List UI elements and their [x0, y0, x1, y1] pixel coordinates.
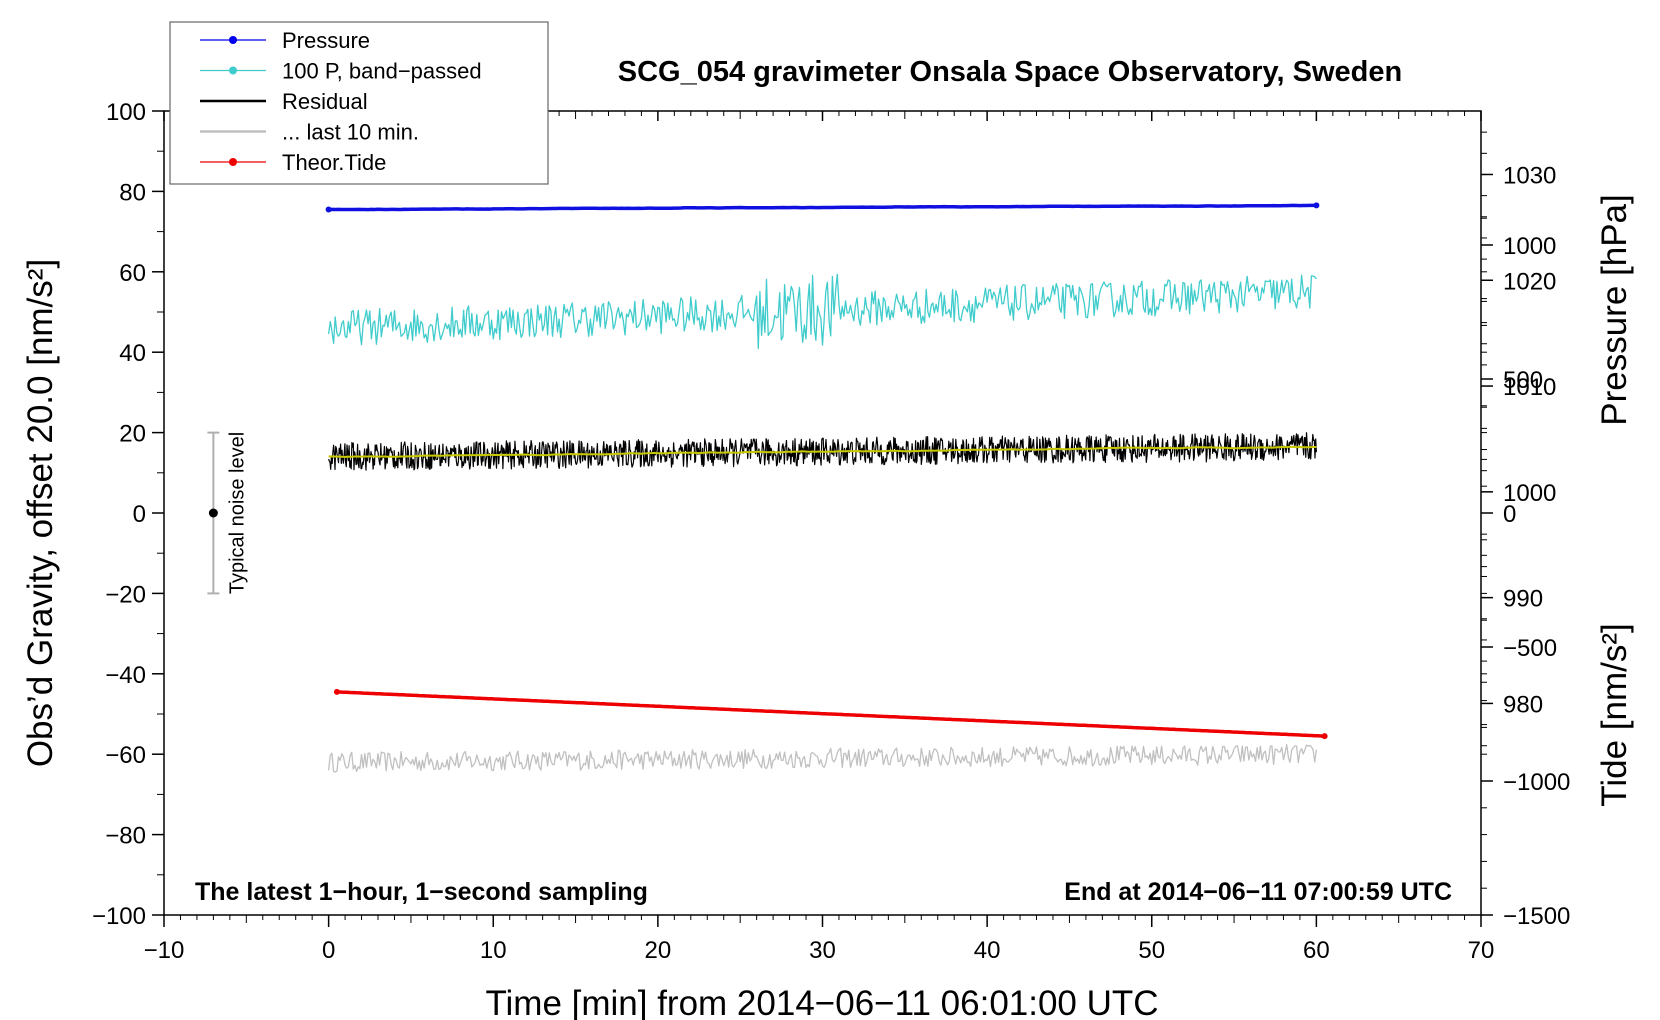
- y-tick-label: 0: [133, 501, 146, 528]
- series-last-10-min-line: [327, 744, 1318, 773]
- legend-label: ... last 10 min.: [282, 120, 419, 145]
- pressure-tick-label: 1030: [1503, 162, 1556, 189]
- y-tick-label: 40: [119, 340, 146, 367]
- pressure-tick-label: 990: [1503, 586, 1543, 613]
- x-axis-label: Time [min] from 2014−06−11 06:01:00 UTC: [485, 984, 1158, 1020]
- tide-tick-label: −1000: [1503, 769, 1570, 796]
- annotation-sampling: The latest 1−hour, 1−second sampling: [195, 878, 648, 906]
- y-tick-label: −40: [105, 662, 146, 689]
- x-tick-label: 60: [1303, 937, 1330, 964]
- pressure-tick-label: 1020: [1503, 268, 1556, 295]
- legend-marker: [229, 158, 237, 166]
- legend-marker: [229, 36, 237, 44]
- y-tick-label: 100: [106, 99, 146, 126]
- y-tick-label: −100: [92, 903, 146, 930]
- legend: Pressure 100 P, band−passed Residual ... la…: [169, 21, 549, 185]
- chart-title: SCG_054 gravimeter Onsala Space Observat…: [618, 56, 1402, 88]
- pressure-tick-label: 1010: [1503, 374, 1556, 401]
- noise-level-indicator: Typical noise level: [207, 431, 248, 595]
- series-end-point: [1313, 202, 1320, 209]
- tide-tick-label: 500: [1503, 367, 1543, 394]
- noise-bar-label: Typical noise level: [226, 432, 248, 594]
- x-tick-label: 0: [322, 937, 335, 964]
- y-axis-label: Obs’d Gravity, offset 20.0 [nm/s²]: [21, 259, 60, 767]
- legend-label: Pressure: [282, 28, 370, 53]
- series-start-point: [325, 206, 332, 213]
- y-tick-label: 80: [119, 179, 146, 206]
- x-tick-label: 70: [1468, 937, 1495, 964]
- x-tick-label: 10: [480, 937, 507, 964]
- tide-tick-label: −1500: [1503, 903, 1570, 930]
- x-tick-label: 30: [809, 937, 836, 964]
- y-tick-label: −60: [105, 742, 146, 769]
- series-end-point: [1321, 733, 1328, 740]
- pressure-axis-label: Pressure [hPa]: [1595, 194, 1634, 426]
- series-pressure-line: [328, 203, 1317, 212]
- y-tick-label: −80: [105, 823, 146, 850]
- axes-layer: −10 0 10 20 30 40 50 60 70−100−80−60−40−20020406…: [92, 99, 1570, 964]
- noise-bar-center-point: [208, 508, 218, 518]
- tide-tick-label: −500: [1503, 635, 1557, 662]
- legend-marker: [229, 66, 237, 75]
- x-tick-label: −10: [144, 937, 185, 964]
- legend-label: 100 P, band−passed: [282, 59, 482, 84]
- x-tick-label: 20: [645, 937, 672, 964]
- series-theor-tide-line: [336, 690, 1325, 738]
- y-tick-label: 60: [119, 260, 146, 287]
- tide-tick-label: 1000: [1503, 233, 1556, 260]
- y-tick-label: −20: [105, 581, 146, 608]
- legend-label: Residual: [282, 89, 368, 114]
- series-100-p-band-passed-line: [327, 273, 1317, 349]
- tide-tick-label: 0: [1503, 501, 1516, 528]
- pressure-tick-label: 1000: [1503, 480, 1556, 507]
- series-residual-line: [328, 432, 1317, 471]
- data-layer: [325, 202, 1328, 773]
- x-tick-label: 50: [1138, 937, 1165, 964]
- x-tick-label: 40: [974, 937, 1001, 964]
- tide-axis-label: Tide [nm/s²]: [1595, 623, 1634, 806]
- annotation-end-time: End at 2014−06−11 07:00:59 UTC: [1064, 878, 1452, 906]
- legend-label: Theor.Tide: [282, 150, 386, 175]
- legend-box: [169, 21, 549, 185]
- series-start-point: [333, 688, 340, 695]
- pressure-tick-label: 980: [1503, 691, 1543, 718]
- series-residual-smoothed-line: [328, 445, 1317, 458]
- y-tick-label: 20: [119, 421, 146, 448]
